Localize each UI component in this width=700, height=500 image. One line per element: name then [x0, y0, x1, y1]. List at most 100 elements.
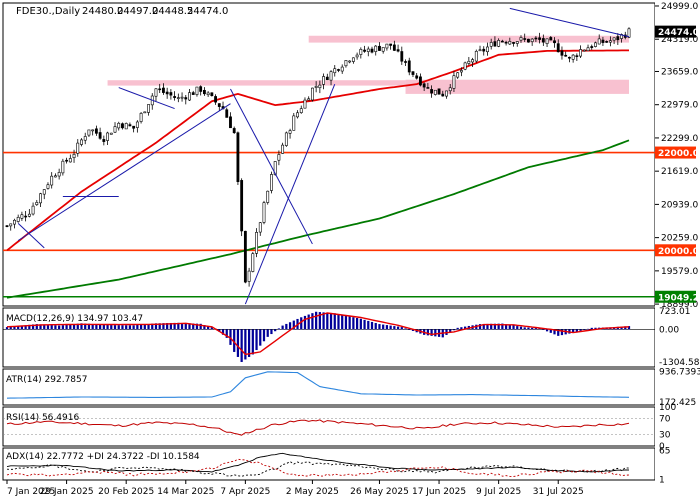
candle-body [83, 136, 87, 141]
candle [348, 60, 352, 64]
macd-bar [259, 329, 262, 346]
candle-body [87, 129, 91, 136]
candle [236, 131, 240, 186]
candle [83, 132, 87, 145]
candle-body [202, 89, 206, 95]
candle [50, 172, 54, 189]
candle [404, 59, 407, 66]
candle-body [176, 97, 180, 99]
candle [448, 84, 452, 95]
macd-bar [292, 320, 295, 330]
candle [378, 42, 381, 51]
macd-bar [262, 329, 266, 342]
macd-bar [311, 313, 314, 330]
candle-body [329, 71, 333, 81]
candle-body [225, 109, 229, 118]
candle [553, 37, 556, 48]
candle-body [452, 75, 456, 89]
macd-bar [337, 314, 340, 330]
macd-bar [501, 323, 504, 330]
time-tick-label: 26 May 2025 [350, 487, 409, 497]
candle [318, 80, 322, 94]
macd-bar [512, 325, 515, 330]
candle-body [389, 43, 393, 46]
candle [102, 135, 106, 146]
price-tag-bg-3 [655, 290, 696, 303]
candle-body [605, 41, 609, 43]
candle [508, 37, 512, 46]
candle-body [616, 36, 620, 41]
candle [437, 88, 441, 95]
macd-bar [329, 312, 333, 330]
macd-signal-line [6, 312, 630, 356]
candle-body [549, 37, 553, 41]
candle-body [333, 68, 337, 74]
candle [452, 70, 456, 92]
candle-body [441, 93, 445, 97]
macd-bar [98, 324, 102, 330]
candle [154, 88, 158, 102]
candle-body [318, 84, 322, 89]
candle [173, 91, 177, 101]
candle-body [9, 223, 13, 227]
candle-body [359, 49, 363, 55]
macd-bar [203, 325, 206, 330]
candle-body [121, 123, 124, 129]
candle-body [217, 103, 221, 107]
candle [493, 36, 497, 47]
candle-body [567, 56, 571, 59]
candle [240, 178, 244, 237]
macd-bar [374, 323, 377, 330]
candle-body [560, 50, 564, 56]
candle-body [76, 142, 80, 154]
candle [571, 54, 575, 63]
candle-body [381, 47, 385, 52]
candle-body [50, 175, 54, 186]
candle-body [534, 37, 538, 40]
price-tick-label: 21619.0 [661, 167, 698, 177]
macd-bar [627, 326, 631, 330]
trendline-3 [230, 88, 313, 245]
candle-body [288, 130, 292, 134]
candle [5, 225, 9, 228]
candle-body [553, 40, 556, 44]
candle [396, 44, 400, 53]
macd-bar [534, 328, 538, 330]
trendlines [17, 7, 630, 305]
candle [400, 46, 404, 65]
macd-bar [255, 329, 258, 351]
candle-body [612, 37, 616, 41]
candle [363, 45, 366, 53]
candle-body [188, 92, 191, 101]
candle-body [284, 132, 288, 146]
macd-bar [594, 327, 597, 330]
candle [478, 45, 482, 52]
macd-bar [493, 323, 497, 330]
candle-body [419, 76, 422, 86]
candle [288, 128, 292, 139]
candle [35, 199, 39, 206]
rsi-axis-label: 100 [659, 403, 676, 413]
macd-bar [408, 329, 411, 330]
candle-body [407, 60, 411, 73]
candle-body [322, 76, 326, 85]
candle-body [378, 45, 381, 51]
macd-axis-label: -1304.58 [659, 358, 700, 368]
macd-bar [225, 329, 228, 338]
candle-body [385, 43, 389, 49]
horizontal-levels [3, 151, 655, 298]
macd-bar [411, 329, 415, 331]
candle [281, 142, 285, 154]
macd-bar [281, 325, 284, 330]
time-tick-label: 31 Jul 2025 [533, 487, 584, 497]
macd-bar [464, 326, 467, 330]
candle [113, 122, 117, 133]
candle [135, 120, 139, 133]
macd-bar [315, 311, 318, 330]
candle-body [299, 108, 303, 113]
candle-body [270, 174, 273, 191]
candle-body [24, 215, 28, 218]
candle-body [597, 38, 601, 45]
candle [284, 131, 288, 147]
macd-bar [307, 314, 310, 330]
